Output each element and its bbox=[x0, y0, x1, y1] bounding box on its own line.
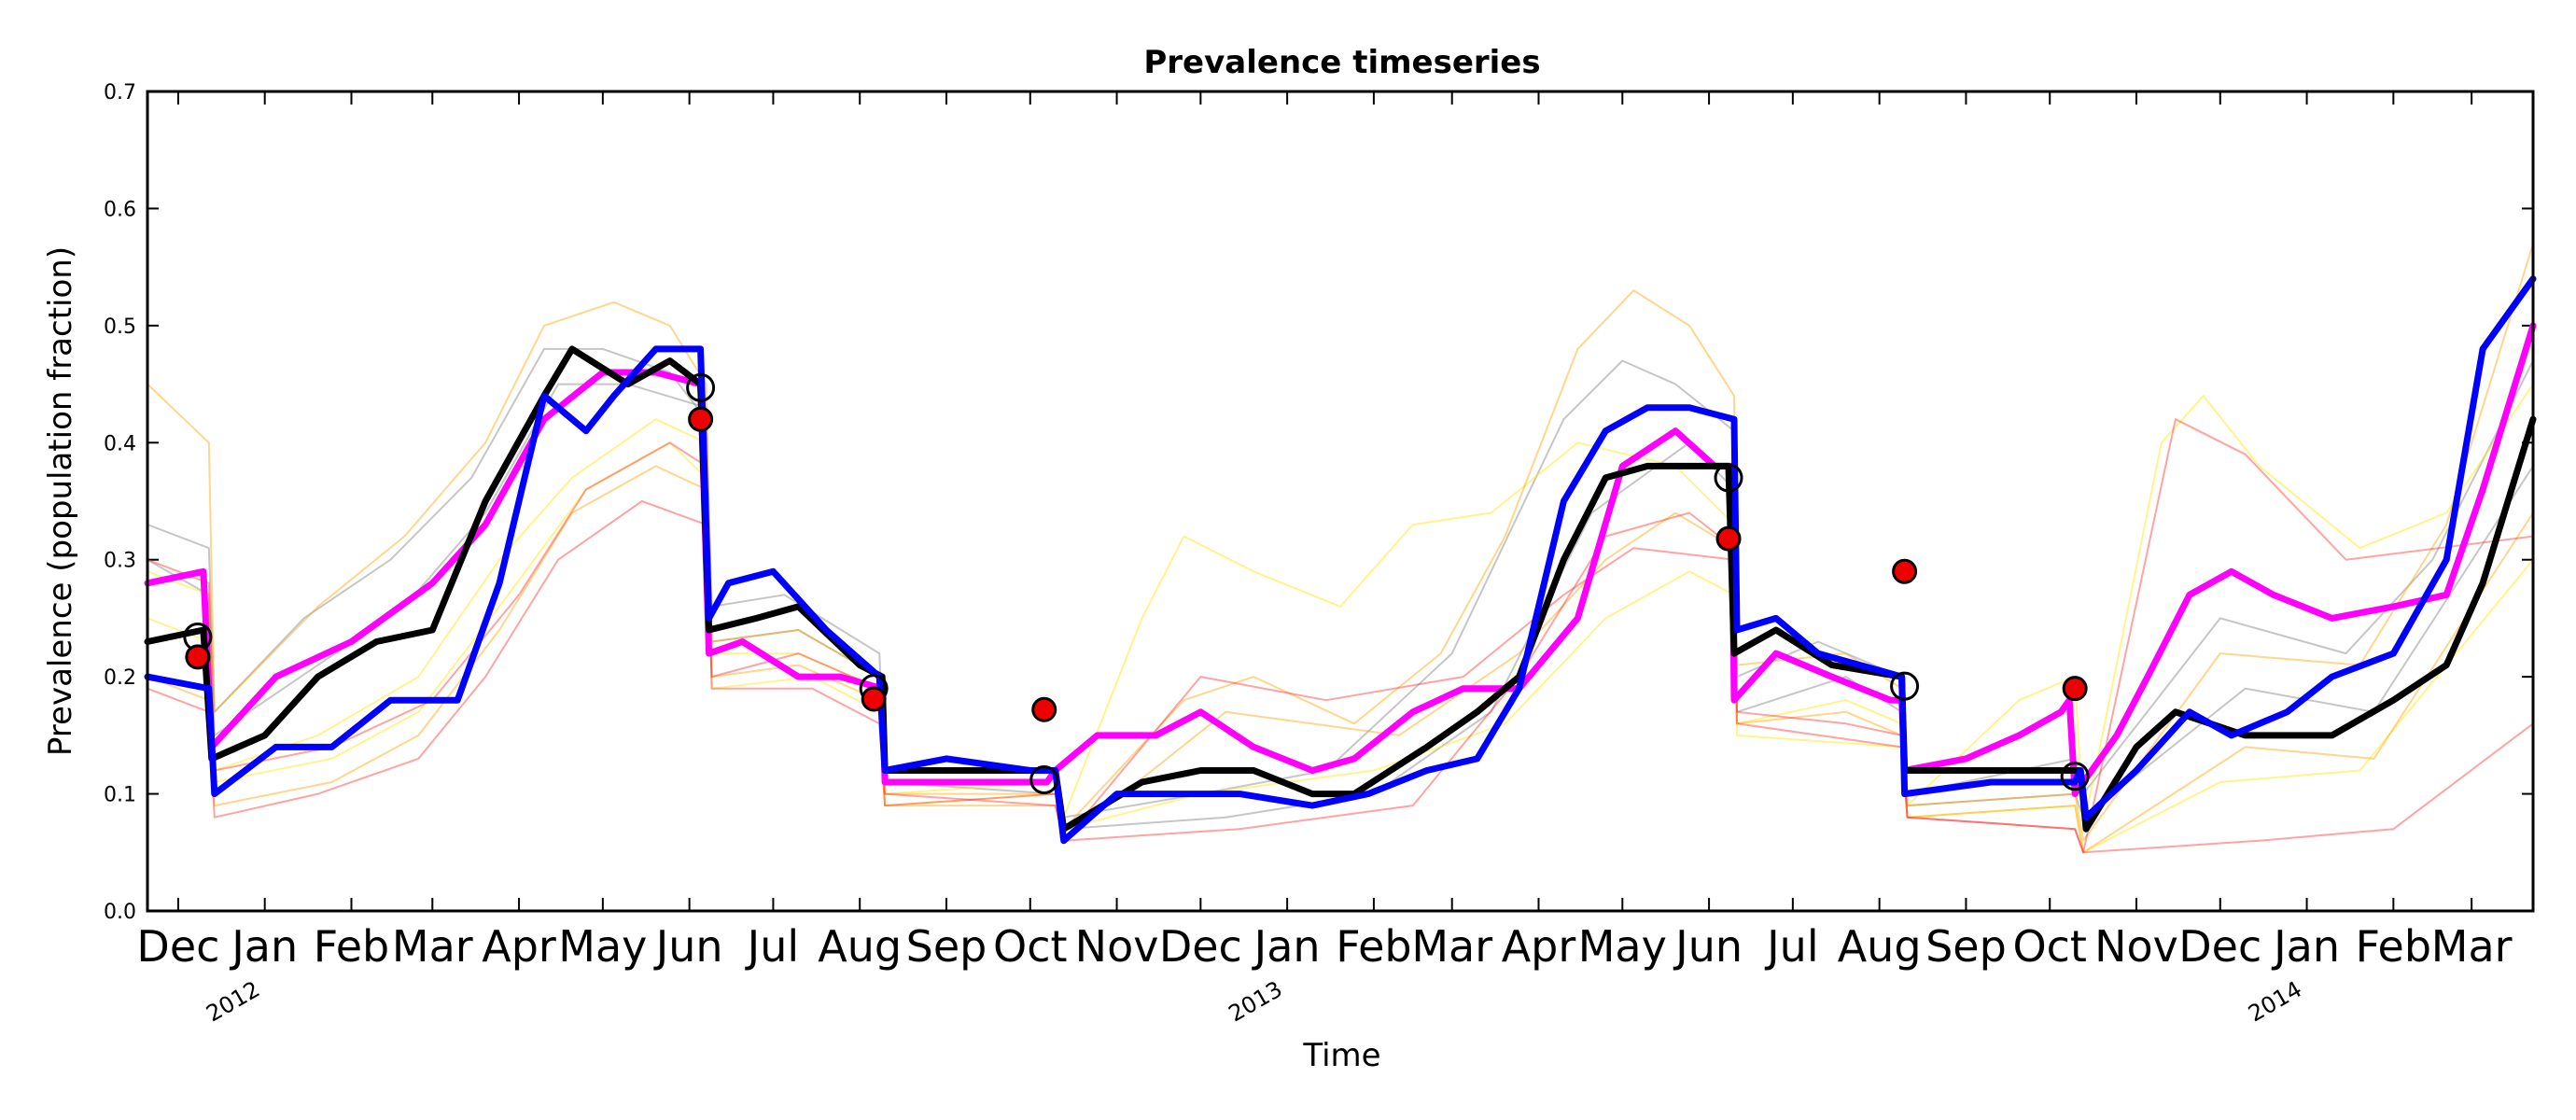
x-tick-label: Jul bbox=[745, 921, 800, 972]
x-tick-label: May bbox=[1578, 921, 1667, 972]
x-tick-label: Jan bbox=[229, 921, 298, 972]
observed-point bbox=[1892, 558, 1918, 584]
x-tick-label: Feb bbox=[314, 921, 389, 972]
series-layer bbox=[144, 243, 2537, 854]
x-tick-label: Nov bbox=[2094, 921, 2178, 972]
x-tick-label: Jul bbox=[1764, 921, 1819, 972]
series-line-thin bbox=[147, 465, 2534, 854]
y-tick-label: 0.5 bbox=[104, 315, 136, 339]
observed-point bbox=[2062, 676, 2088, 702]
plot-frame bbox=[146, 90, 2535, 913]
y-tick-label: 0.1 bbox=[104, 784, 136, 807]
x-tick-label: Dec bbox=[136, 921, 219, 972]
x-tick-label: Aug bbox=[1838, 921, 1922, 972]
x-tick-label: Jun bbox=[1673, 921, 1743, 972]
x-axis-label: Time bbox=[1302, 1037, 1380, 1074]
x-tick-label: Dec bbox=[2178, 921, 2261, 972]
y-axis: 0.0 0.1 0.2 0.3 0.4 0.5 0.6 0.7 bbox=[104, 81, 2533, 924]
open-circle-marker bbox=[1890, 671, 1920, 701]
chart-title: Prevalence timeseries bbox=[1143, 44, 1540, 81]
x-tick-label: Feb bbox=[1336, 921, 1411, 972]
y-tick-label: 0.7 bbox=[104, 81, 136, 105]
observed-point bbox=[185, 644, 211, 670]
observed-point bbox=[861, 686, 887, 712]
series-line-thin bbox=[147, 418, 2534, 854]
x-axis: Dec Jan Feb Mar Apr May Jun Jul Aug Sep Oct Nov Dec J… bbox=[136, 91, 2513, 1027]
x-tick-label: Sep bbox=[906, 921, 987, 972]
observed-point bbox=[1031, 696, 1057, 722]
y-axis-label: Prevalence (population fraction) bbox=[42, 246, 79, 756]
y-tick-label: 0.3 bbox=[104, 550, 136, 573]
series-line-thick bbox=[144, 322, 2537, 798]
x-tick-label: Jun bbox=[653, 921, 723, 972]
x-tick-label: Mar bbox=[2431, 921, 2513, 972]
x-tick-label: Mar bbox=[392, 921, 473, 972]
open-circle-marker bbox=[1714, 463, 1743, 493]
observed-point bbox=[688, 406, 714, 432]
y-tick-label: 0.2 bbox=[104, 666, 136, 690]
x-tick-label: Feb bbox=[2356, 921, 2431, 972]
x-tick-label: Jan bbox=[2271, 921, 2340, 972]
x-tick-label: Oct bbox=[2012, 921, 2087, 972]
x-tick-label: Sep bbox=[1925, 921, 2007, 972]
x-tick-label: Apr bbox=[1502, 921, 1576, 972]
x-tick-label: Oct bbox=[993, 921, 1068, 972]
x-tick-label: Aug bbox=[818, 921, 902, 972]
y-tick-label: 0.4 bbox=[104, 432, 136, 455]
open-circle-marker bbox=[1029, 765, 1059, 795]
x-tick-label: May bbox=[558, 921, 647, 972]
series-line-thin bbox=[147, 243, 2534, 842]
x-tick-label: Jan bbox=[1252, 921, 1321, 972]
x-tick-label: Nov bbox=[1075, 921, 1159, 972]
x-tick-label: Apr bbox=[482, 921, 556, 972]
series-line-thick bbox=[144, 275, 2537, 845]
x-tick-label: Mar bbox=[1411, 921, 1492, 972]
open-circle-marker bbox=[686, 372, 716, 402]
open-circle-marker bbox=[2060, 762, 2090, 791]
observed-point bbox=[1715, 525, 1742, 552]
y-tick-label: 0.6 bbox=[104, 198, 136, 221]
y-tick-label: 0.0 bbox=[104, 901, 136, 924]
marker-layer bbox=[183, 372, 2090, 795]
x-tick-label: Dec bbox=[1159, 921, 1242, 972]
